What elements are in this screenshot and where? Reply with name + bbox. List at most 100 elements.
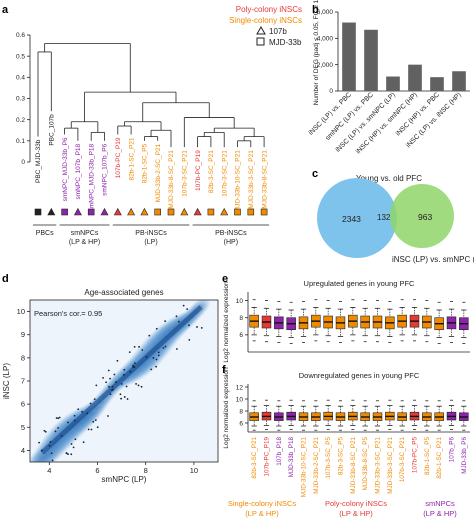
scatter-point bbox=[89, 402, 92, 405]
dendro-leaf-label: smNPC_107b_P6 bbox=[102, 143, 109, 195]
dendro-leaf-marker bbox=[113, 207, 122, 216]
legend-poly-colony: Poly-colony iNSCs bbox=[236, 5, 302, 14]
dendro-leaf-marker bbox=[220, 207, 229, 216]
dendro-leaf-marker bbox=[207, 208, 215, 216]
scatter-point bbox=[176, 348, 178, 350]
box-y-tick-label: 6 bbox=[239, 420, 243, 427]
box-y-tick-label: 8 bbox=[239, 315, 243, 322]
dendro-group-label: PB-iNSCs bbox=[215, 230, 247, 237]
dendro-leaf-label: MJD-33b-8-SC_P21 bbox=[261, 150, 268, 209]
venn-title: Young vs. old PFC bbox=[356, 174, 422, 183]
venn-only-b: 963 bbox=[418, 212, 432, 222]
scatter-point bbox=[133, 366, 136, 369]
scatter-point bbox=[196, 326, 198, 328]
scatter-point bbox=[108, 385, 110, 388]
scatter-point bbox=[38, 441, 40, 444]
legend-triangle-icon bbox=[256, 25, 266, 35]
box-sample-label: MJD-33b-2-SC_P21 bbox=[313, 437, 320, 494]
scatter-point bbox=[109, 393, 112, 396]
panel-label-f: f bbox=[222, 364, 226, 376]
density-core bbox=[40, 305, 203, 455]
scatter-point bbox=[123, 368, 126, 371]
scatter-point bbox=[96, 426, 99, 429]
scatter-point bbox=[111, 389, 113, 391]
box-sample-label: 82b-1-SC_P21 bbox=[436, 437, 443, 479]
scatter-point bbox=[152, 357, 155, 359]
dendro-group-sublabel: (LP) bbox=[144, 239, 157, 246]
dendro-leaf-label: 107b-PC_P19 bbox=[115, 137, 122, 178]
scatter-title: Age-associated genes bbox=[84, 288, 163, 297]
scatter-point bbox=[123, 396, 126, 398]
legend-mjd-33b: MJD-33b bbox=[269, 38, 302, 47]
dendro-group-label: PB-iNSCs bbox=[135, 230, 167, 237]
box-y-tick-label: 6 bbox=[239, 332, 243, 339]
dendro-leaf-marker bbox=[140, 207, 149, 216]
legend-ef-poly-sub: (LP & HP) bbox=[339, 509, 373, 518]
scatter-point bbox=[73, 414, 76, 417]
dendro-leaf-marker bbox=[260, 208, 268, 216]
scatter-x-label: smNPC (LP) bbox=[102, 475, 147, 484]
scatter-x-tick-label: 8 bbox=[144, 466, 148, 475]
scatter-point bbox=[109, 377, 111, 380]
box-sample-label: 107b-3-SC_P21 bbox=[399, 437, 406, 483]
scatter-point bbox=[111, 385, 114, 388]
box-y-tick-label: 10 bbox=[236, 298, 244, 305]
box-y-tick-label: 8 bbox=[239, 408, 243, 415]
scatter-point bbox=[200, 327, 203, 329]
dendro-leaf-label: 82b-3-SC_P21 bbox=[208, 150, 215, 193]
bar-y-tick-label: 2,000 bbox=[317, 62, 334, 69]
scatter-point bbox=[145, 356, 148, 358]
bar-y-tick-label: 4,000 bbox=[317, 36, 334, 43]
scatter-point bbox=[133, 362, 136, 365]
scatter-point bbox=[126, 398, 129, 400]
scatter-point bbox=[164, 345, 167, 348]
scatter-point bbox=[86, 412, 89, 415]
panel-a-legend: Poly-colony iNSCs Single-colony iNSCs 10… bbox=[229, 5, 302, 47]
dendro-leaf-label: MJD-33b-10-SC_P21 bbox=[235, 150, 242, 213]
scatter-point bbox=[125, 385, 128, 388]
dendro-leaf-marker bbox=[34, 208, 42, 216]
scatter-point bbox=[70, 443, 73, 445]
dendro-leaf-label: 82b-1-SC_P5 bbox=[142, 143, 149, 183]
scatter-point bbox=[120, 383, 123, 385]
scatter-point bbox=[157, 354, 160, 357]
venn-circle-insc-smnpc bbox=[390, 184, 454, 248]
scatter-point bbox=[188, 324, 190, 327]
boxplot-downregulated: Downregulated genes in young PFC 6 8 10 12 Lo… bbox=[223, 367, 470, 449]
legend-ef-smnpc-sub: (LP & HP) bbox=[423, 509, 457, 518]
scatter-point bbox=[175, 315, 178, 318]
dendro-leaf-label: 82b-1-SC_P21 bbox=[128, 137, 135, 180]
scatter-x-tick-label: 10 bbox=[190, 466, 198, 475]
scatter-y-tick-label: 7 bbox=[21, 377, 25, 386]
scatter-point bbox=[94, 419, 97, 421]
box-sample-label: 82b-1-SC_P5 bbox=[424, 437, 431, 476]
scatter-point bbox=[67, 453, 69, 456]
scatter-point bbox=[60, 434, 63, 437]
legend-single-colony: Single-colony iNSCs bbox=[229, 16, 302, 25]
dendro-y-tick-label: 0.2 bbox=[16, 117, 25, 124]
bar-y-tick-label: 6,000 bbox=[317, 9, 334, 16]
dendro-leaf-label: MJD-33b-8-SC_P21 bbox=[168, 150, 175, 209]
dendro-leaf-marker bbox=[193, 207, 202, 216]
box-sample-label: MJD-33b-8-SC_P21 bbox=[350, 437, 357, 494]
bar-0 bbox=[342, 22, 356, 91]
legend-ef-single-sub: (LP & HP) bbox=[245, 509, 279, 518]
scatter-point bbox=[51, 459, 54, 462]
scatter-point bbox=[186, 308, 189, 311]
scatter-point bbox=[116, 359, 119, 362]
scatter-point bbox=[72, 446, 75, 449]
box-sample-label: 107b_P6 bbox=[449, 437, 456, 463]
dendro-y-tick-label: 0 bbox=[21, 159, 25, 166]
dendro-y-tick-label: 0.5 bbox=[16, 53, 25, 60]
bar-1 bbox=[364, 29, 378, 91]
scatter-point bbox=[105, 381, 108, 384]
scatter-point bbox=[155, 365, 158, 368]
scatter-point bbox=[102, 377, 104, 379]
scatter-point bbox=[135, 383, 137, 385]
box-sample-label: 107b_P18 bbox=[276, 437, 283, 466]
box-sample-label: 107b-3-SC_P5 bbox=[325, 437, 332, 479]
scatter-point bbox=[95, 384, 98, 387]
bar-3 bbox=[408, 64, 422, 91]
scatter-point bbox=[148, 334, 151, 337]
